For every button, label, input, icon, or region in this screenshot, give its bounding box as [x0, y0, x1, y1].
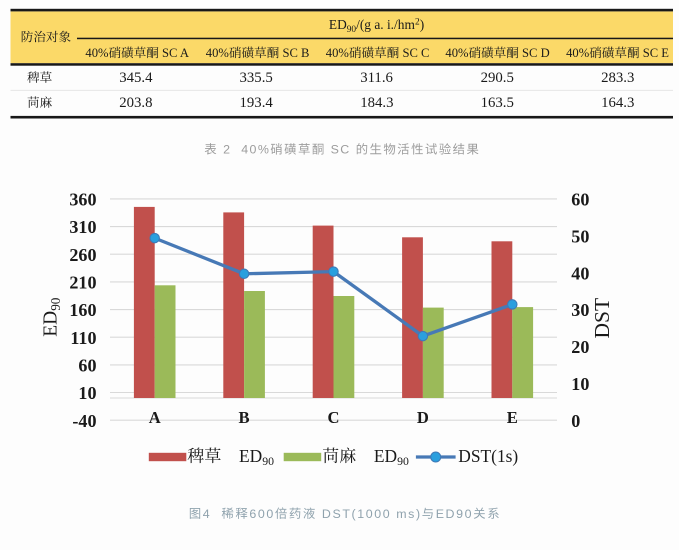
svg-text:160: 160: [69, 300, 96, 320]
svg-text:DST(1000 ms): DST(1000 ms): [317, 507, 422, 521]
svg-text:90: 90: [262, 454, 274, 468]
svg-text:SC D: SC D: [519, 46, 550, 60]
svg-text:SC: SC: [326, 143, 356, 157]
svg-text:90: 90: [347, 25, 357, 35]
svg-text:DST: DST: [590, 298, 614, 339]
svg-text:30: 30: [571, 300, 589, 320]
svg-text:290.5: 290.5: [481, 70, 514, 86]
svg-text:): ): [420, 17, 424, 32]
svg-text:ED: ED: [329, 17, 347, 32]
svg-text:10: 10: [571, 374, 589, 394]
svg-text:193.4: 193.4: [240, 95, 274, 111]
svg-text:ED: ED: [374, 446, 397, 466]
svg-text:ED: ED: [40, 311, 61, 337]
svg-text:C: C: [328, 408, 340, 427]
svg-text:SC A: SC A: [159, 46, 189, 60]
svg-text:D: D: [417, 408, 429, 427]
svg-text:40%: 40%: [85, 46, 109, 60]
svg-text:345.4: 345.4: [119, 70, 153, 86]
svg-text:163.5: 163.5: [481, 95, 514, 111]
svg-text:90: 90: [397, 454, 409, 468]
svg-text:283.3: 283.3: [601, 70, 634, 86]
svg-text:184.3: 184.3: [360, 95, 393, 111]
svg-text:DST(1s): DST(1s): [458, 446, 518, 466]
svg-text:40%: 40%: [241, 143, 270, 157]
svg-text:A: A: [149, 408, 161, 427]
svg-text:SC E: SC E: [640, 46, 670, 60]
svg-text:60: 60: [571, 190, 589, 210]
svg-text:0: 0: [571, 411, 580, 431]
svg-text:335.5: 335.5: [240, 70, 273, 86]
svg-text:90: 90: [48, 297, 63, 311]
svg-text:40%: 40%: [566, 46, 590, 60]
svg-text:110: 110: [70, 328, 96, 348]
svg-text:203.8: 203.8: [119, 95, 152, 111]
svg-text:40: 40: [571, 263, 589, 283]
svg-text:10: 10: [78, 383, 96, 403]
svg-text:ED: ED: [239, 446, 262, 466]
svg-text:40%: 40%: [445, 46, 469, 60]
svg-text:600: 600: [249, 507, 274, 521]
svg-text:ED90: ED90: [436, 507, 473, 521]
svg-text:/(g a. i./hm: /(g a. i./hm: [356, 17, 415, 32]
svg-text:164.3: 164.3: [601, 95, 634, 111]
svg-text:310: 310: [69, 217, 96, 237]
svg-text:360: 360: [69, 190, 96, 210]
svg-text:50: 50: [571, 226, 589, 246]
svg-text:SC C: SC C: [399, 46, 429, 60]
svg-text:60: 60: [78, 356, 96, 376]
svg-text:311.6: 311.6: [360, 70, 393, 86]
svg-text:-40: -40: [72, 411, 96, 431]
svg-text:260: 260: [69, 245, 96, 265]
svg-text:40%: 40%: [326, 46, 350, 60]
svg-text:4: 4: [203, 507, 222, 521]
svg-text:SC B: SC B: [279, 46, 309, 60]
svg-text:40%: 40%: [206, 46, 230, 60]
svg-text:20: 20: [571, 337, 589, 357]
svg-text:B: B: [239, 408, 250, 427]
svg-text:2: 2: [218, 143, 241, 157]
svg-text:2: 2: [415, 17, 420, 27]
svg-text:210: 210: [69, 273, 96, 293]
svg-text:E: E: [507, 408, 518, 427]
